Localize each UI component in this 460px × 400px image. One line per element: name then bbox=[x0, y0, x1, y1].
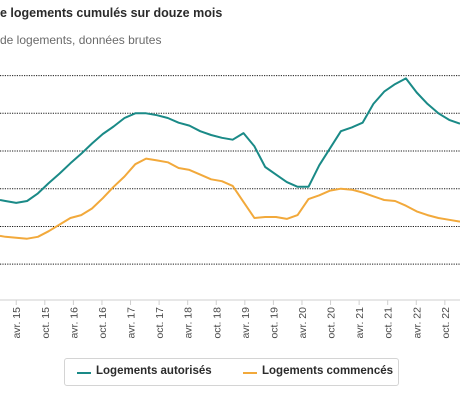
series-line-authorized bbox=[0, 77, 460, 204]
chart-title: e logements cumulés sur douze mois bbox=[0, 6, 223, 20]
x-tick-label-8: avr. 19 bbox=[240, 307, 252, 339]
x-tick-label-9: oct. 19 bbox=[268, 307, 280, 339]
grid-lines bbox=[0, 75, 460, 265]
x-tick-label-14: avr. 22 bbox=[411, 307, 423, 339]
legend-swatch-started bbox=[243, 372, 257, 374]
x-tick-label-15: oct. 22 bbox=[440, 307, 452, 339]
legend-item-started[interactable]: Logements commencés bbox=[262, 365, 394, 377]
series-lines bbox=[0, 77, 460, 240]
legend: Logements autorisés Logements commencés bbox=[64, 358, 399, 386]
x-axis-ticks: avr. 15 oct. 15 avr. 16 oct. 16 avr. 17 oct. … bbox=[11, 300, 452, 339]
legend-swatch-authorized bbox=[77, 372, 91, 374]
x-tick-label-13: oct. 21 bbox=[383, 307, 395, 339]
x-tick-label-5: oct. 17 bbox=[154, 307, 166, 339]
x-tick-label-10: avr. 20 bbox=[297, 307, 309, 339]
x-tick-label-12: avr. 21 bbox=[354, 307, 366, 339]
series-line-started bbox=[0, 157, 460, 240]
x-tick-label-1: oct. 15 bbox=[40, 307, 52, 339]
x-tick-label-4: avr. 17 bbox=[126, 307, 138, 339]
chart-subtitle: de logements, données brutes bbox=[0, 33, 162, 47]
x-tick-label-6: avr. 18 bbox=[183, 307, 195, 339]
x-tick-label-7: oct. 18 bbox=[211, 307, 223, 339]
x-tick-label-3: oct. 16 bbox=[97, 307, 109, 339]
legend-item-authorized[interactable]: Logements autorisés bbox=[96, 365, 212, 377]
x-tick-label-11: oct. 20 bbox=[326, 307, 338, 339]
x-tick-label-0: avr. 15 bbox=[11, 307, 23, 339]
x-tick-label-2: avr. 16 bbox=[68, 307, 80, 339]
